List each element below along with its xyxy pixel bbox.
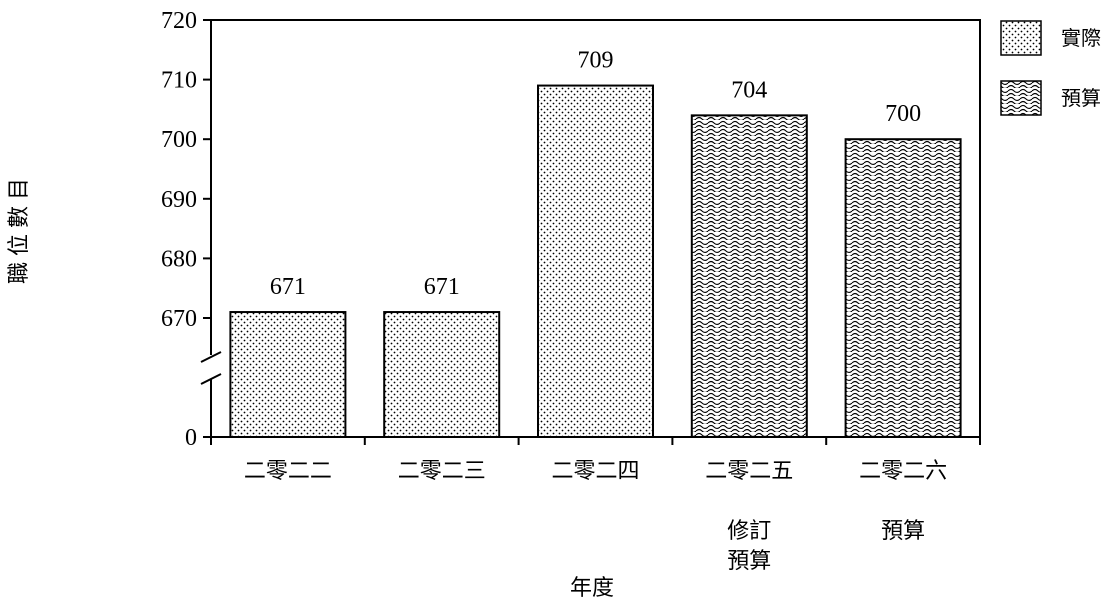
y-tick-label: 720: [161, 8, 197, 34]
y-axis: 0 670 680 690 700 710 720: [161, 8, 211, 451]
axis-break-gap: [205, 355, 217, 379]
x-tick-sublabel: 預算: [727, 549, 771, 574]
x-tick-label: 二零二五: [705, 459, 793, 484]
y-axis-title: 職位數目: [7, 172, 32, 284]
y-tick-label: 680: [161, 246, 197, 272]
bar: [690, 114, 808, 439]
legend-swatch-budget: [1000, 80, 1042, 116]
bar: [383, 311, 501, 439]
data-label: 700: [885, 101, 921, 127]
axis-break-mark: [200, 351, 222, 363]
y-tick-label: 670: [161, 306, 197, 332]
data-label: 709: [578, 48, 614, 74]
x-tick-label: 二零二二: [244, 459, 332, 484]
y-tick-label: 690: [161, 187, 197, 213]
y-tick-label: 710: [161, 68, 197, 94]
x-tick-label: 二零二四: [551, 459, 639, 484]
x-tick-sublabel: 修訂: [727, 519, 771, 544]
axis-break-mark: [200, 373, 222, 385]
bars: 671 671 709 704 700: [229, 48, 962, 439]
legend: 實際 預算: [1000, 20, 1101, 116]
y-tick-label: 0: [185, 425, 197, 451]
bar: [537, 84, 654, 438]
y-tick-label: 700: [161, 127, 197, 153]
legend-swatch-actual: [1000, 20, 1042, 56]
x-tick-label: 二零二三: [398, 459, 486, 484]
bar: [229, 311, 347, 439]
data-label: 671: [424, 274, 460, 300]
legend-label-actual: 實際: [1061, 26, 1101, 50]
data-label: 704: [731, 77, 767, 103]
data-label: 671: [270, 274, 306, 300]
bar: [844, 138, 962, 438]
x-tick-label: 二零二六: [859, 459, 947, 484]
x-axis-title: 年度: [570, 576, 614, 601]
x-tick-sublabel: 預算: [881, 519, 925, 544]
legend-label-budget: 預算: [1061, 86, 1101, 110]
